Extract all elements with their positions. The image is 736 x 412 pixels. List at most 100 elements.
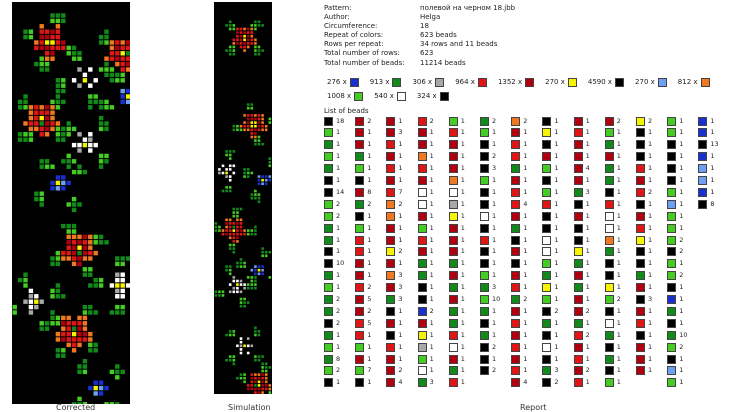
- bead-count: 1: [460, 330, 465, 339]
- bead-entry: 1: [417, 247, 434, 257]
- bead-swatch: [448, 152, 458, 162]
- bead-swatch: [511, 176, 521, 185]
- bead-entry: 1: [573, 378, 590, 388]
- bead-swatch: [636, 259, 645, 269]
- bead-count: 7: [398, 187, 403, 196]
- bead-count: 1: [616, 152, 621, 161]
- bead-count: 1: [429, 366, 434, 375]
- bead-count: 1: [398, 211, 403, 220]
- bead-count: 1: [367, 330, 372, 339]
- bead-swatch: [480, 116, 489, 126]
- bead-swatch: [667, 187, 677, 197]
- bead-count: 2: [367, 306, 372, 315]
- bead-entry: 1: [386, 306, 403, 316]
- bead-swatch: [542, 295, 552, 304]
- bead-count: 1: [460, 187, 465, 196]
- palette-count: 540 x: [374, 92, 394, 100]
- palette-swatch: [349, 77, 359, 87]
- bead-count: 2: [554, 378, 559, 387]
- bead-swatch: [667, 116, 677, 126]
- bead-swatch: [573, 306, 583, 316]
- bead-entry: 14: [324, 187, 344, 197]
- bead-entry: 1: [324, 342, 340, 352]
- color-palette: 276 x 913 x 306 x 964 x 1352 x 270 x 4590 x 270…: [324, 75, 734, 103]
- bead-count: 1: [429, 342, 434, 351]
- bead-entry: 1: [386, 164, 403, 174]
- bead-count: 1: [648, 235, 653, 244]
- bead-swatch: [511, 187, 521, 197]
- bead-count: 1: [679, 283, 684, 292]
- bead-entry: 1: [355, 152, 371, 162]
- pattern-info: Pattern: полевой на черном 18.jbb Author: H…: [324, 4, 515, 68]
- bead-entry: 1: [573, 116, 590, 126]
- bead-count: 1: [523, 271, 528, 280]
- bead-count: 1: [554, 235, 559, 244]
- bead-entry: 1: [667, 306, 683, 316]
- palette-item: 270 x: [632, 77, 667, 87]
- bead-swatch: [511, 271, 521, 281]
- bead-swatch: [480, 235, 489, 245]
- bead-swatch: [480, 140, 489, 150]
- bead-entry: 2: [667, 271, 683, 281]
- bead-count: 1: [648, 318, 653, 327]
- bead-entry: 1: [542, 271, 559, 281]
- bead-swatch: [480, 295, 489, 304]
- bead-entry: 1: [511, 342, 527, 352]
- bead-swatch: [698, 128, 708, 138]
- bead-entry: 1: [667, 199, 683, 209]
- bead-swatch: [542, 211, 552, 221]
- bead-swatch: [355, 378, 365, 388]
- bead-entry: 1: [448, 295, 465, 305]
- bead-count: 1: [429, 140, 434, 149]
- bead-count: 1: [523, 211, 528, 220]
- bead-entry: 1: [480, 211, 496, 221]
- bead-count: 1: [429, 330, 434, 339]
- bead-count: 1: [523, 152, 528, 161]
- bead-entry: 1: [667, 366, 683, 376]
- bead-count: 18: [336, 116, 345, 125]
- bead-entry: 1: [604, 318, 621, 328]
- bead-count: 1: [367, 164, 372, 173]
- bead-entry: 1: [324, 223, 340, 233]
- bead-count: 1: [398, 259, 403, 268]
- bead-swatch: [355, 318, 365, 328]
- bead-count: 1: [616, 223, 621, 232]
- bead-swatch: [448, 378, 458, 388]
- bead-count: 8: [710, 199, 715, 208]
- bead-swatch: [636, 152, 645, 162]
- bead-swatch: [542, 176, 552, 185]
- bead-count: 1: [429, 187, 434, 196]
- bead-swatch: [448, 306, 458, 316]
- bead-count: 1: [336, 378, 341, 387]
- bead-entry: 2: [573, 330, 590, 340]
- bead-entry: 2: [417, 306, 434, 316]
- bead-swatch: [698, 199, 708, 209]
- bead-entry: 3: [386, 128, 403, 138]
- bead-count: 2: [585, 306, 590, 315]
- bead-count: 2: [679, 235, 684, 244]
- info-row: Author: Helga: [324, 13, 515, 22]
- bead-count: 1: [429, 164, 434, 173]
- bead-swatch: [542, 140, 552, 150]
- bead-count: 1: [679, 211, 684, 220]
- bead-swatch: [448, 199, 458, 209]
- corrected-caption: Corrected: [56, 403, 96, 412]
- bead-count: 2: [523, 295, 528, 303]
- bead-count: 2: [398, 199, 403, 208]
- bead-entry: 1: [636, 330, 652, 340]
- bead-entry: 1: [698, 128, 715, 138]
- bead-swatch: [667, 271, 677, 281]
- bead-entry: 1: [636, 306, 652, 316]
- bead-swatch: [448, 116, 458, 126]
- bead-swatch: [667, 295, 677, 304]
- bead-entry: 1: [324, 176, 340, 186]
- bead-entry: 1: [542, 211, 559, 221]
- bead-entry: 1: [667, 295, 683, 305]
- bead-swatch: [667, 223, 677, 233]
- bead-swatch: [386, 247, 396, 257]
- bead-entry: 1: [355, 128, 371, 138]
- bead-count: 10: [492, 295, 501, 303]
- bead-count: 1: [492, 318, 497, 327]
- bead-entry: 1: [542, 199, 559, 209]
- bead-swatch: [480, 330, 489, 340]
